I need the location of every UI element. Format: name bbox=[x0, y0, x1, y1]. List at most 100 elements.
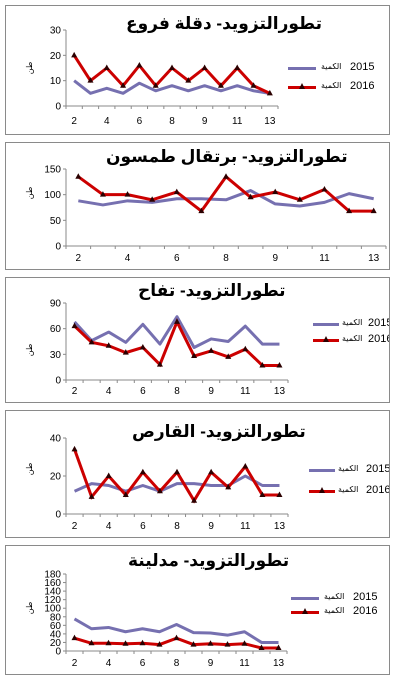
series-point-2016 bbox=[156, 641, 163, 647]
y-tick-label: 180 bbox=[44, 570, 61, 581]
x-tick-label: 11 bbox=[232, 116, 243, 127]
y-axis-label: طن bbox=[25, 602, 34, 614]
y-tick-label: 100 bbox=[44, 604, 61, 615]
series-point-2016 bbox=[105, 639, 112, 646]
series-point-2016 bbox=[105, 342, 112, 348]
legend-label: الكمية bbox=[338, 485, 359, 494]
chart-title: تطورالتزويد- برتقال طمسون bbox=[104, 147, 350, 167]
chart-legend: الكمية 2015 الكمية 2016 bbox=[288, 61, 388, 102]
y-tick-label: 0 bbox=[55, 647, 61, 658]
series-point-2016 bbox=[208, 468, 215, 475]
y-tick-label: 90 bbox=[50, 299, 62, 310]
legend-year: 2016 bbox=[368, 333, 389, 345]
x-tick-label: 4 bbox=[104, 116, 110, 127]
x-tick-label: 6 bbox=[140, 386, 146, 397]
series-point-2016 bbox=[122, 349, 129, 355]
x-tick-label: 6 bbox=[137, 116, 143, 127]
y-tick-label: 10 bbox=[50, 76, 62, 87]
series-point-2016 bbox=[185, 77, 192, 83]
x-tick-label: 2 bbox=[76, 253, 82, 264]
chart-svg: 0 50 100 150 2 4 6 8 9 11 13 طن bbox=[25, 165, 387, 264]
legend-year: 2016 bbox=[366, 484, 390, 496]
series-line-2015 bbox=[73, 79, 271, 95]
y-axis-label: طن bbox=[25, 187, 34, 199]
y-tick-label: 20 bbox=[50, 472, 62, 483]
x-tick-label: 8 bbox=[174, 521, 180, 532]
series-point-2016 bbox=[191, 497, 198, 503]
chart-svg: 0 20 40 2 4 6 8 9 11 13 طن bbox=[25, 434, 289, 532]
series-point-2016 bbox=[174, 318, 180, 324]
y-tick-label: 150 bbox=[44, 165, 61, 176]
legend-year: 2015 bbox=[368, 317, 389, 329]
y-tick-label: 30 bbox=[50, 26, 62, 37]
series-point-2016 bbox=[242, 463, 249, 469]
series-point-2016 bbox=[225, 353, 232, 359]
y-tick-label: 50 bbox=[50, 216, 62, 227]
x-tick-label: 13 bbox=[368, 253, 380, 264]
series-point-2016 bbox=[139, 639, 146, 646]
x-tick-label: 11 bbox=[240, 521, 251, 532]
legend-label: الكمية bbox=[324, 592, 345, 601]
series-point-2016 bbox=[346, 207, 353, 214]
chart-legend: الكمية 2015 الكمية 2016 bbox=[313, 317, 389, 358]
series-point-2016 bbox=[122, 491, 129, 497]
series-point-2016 bbox=[370, 207, 377, 214]
chart-panel-madline: 0 20 40 60 80 100 120 140 160 180 2 4 6 8 9 11 13 طن تطور… bbox=[5, 545, 390, 675]
series-line-2015 bbox=[78, 189, 374, 208]
x-tick-label: 4 bbox=[125, 253, 131, 264]
series-point-2016 bbox=[87, 77, 94, 83]
x-tick-label: 2 bbox=[71, 116, 77, 127]
chart-panel-orange: 0 50 100 150 2 4 6 8 9 11 13 طن تطورالتزويد- برتقال… bbox=[5, 142, 390, 270]
y-tick-label: 100 bbox=[44, 190, 61, 201]
chart-panel-deglet: 0 10 20 30 2 4 6 8 9 11 13 طن تطورالتزويد- دقلة فرو… bbox=[5, 5, 390, 135]
series-point-2016 bbox=[259, 491, 266, 497]
series-point-2016 bbox=[124, 191, 131, 197]
x-tick-label: 11 bbox=[240, 386, 251, 397]
y-tick-label: 0 bbox=[55, 102, 61, 113]
series-point-2016 bbox=[217, 82, 224, 88]
x-tick-label: 8 bbox=[223, 253, 229, 264]
x-tick-label: 8 bbox=[174, 386, 180, 397]
series-point-2016 bbox=[122, 640, 129, 646]
y-tick-label: 30 bbox=[50, 350, 62, 361]
x-tick-label: 2 bbox=[72, 521, 78, 532]
legend-marker-icon bbox=[302, 608, 308, 614]
x-tick-label: 9 bbox=[208, 658, 214, 669]
x-tick-label: 11 bbox=[239, 658, 250, 669]
series-point-2016 bbox=[275, 644, 282, 651]
series-point-2016 bbox=[71, 322, 78, 329]
series-point-2016 bbox=[149, 196, 156, 202]
x-tick-label: 4 bbox=[106, 521, 112, 532]
y-tick-label: 0 bbox=[55, 376, 61, 387]
legend-year: 2016 bbox=[350, 80, 375, 92]
series-point-2016 bbox=[234, 64, 241, 70]
y-axis-label: طن bbox=[25, 463, 34, 475]
series-point-2016 bbox=[75, 173, 82, 179]
legend-year: 2015 bbox=[350, 61, 375, 73]
series-point-2016 bbox=[152, 82, 159, 88]
series-point-2016 bbox=[105, 472, 112, 478]
y-tick-label: 120 bbox=[44, 595, 61, 606]
series-point-2016 bbox=[139, 343, 146, 350]
x-tick-label: 13 bbox=[264, 116, 276, 127]
series-point-2016 bbox=[88, 639, 95, 646]
x-tick-label: 9 bbox=[202, 116, 208, 127]
series-point-2016 bbox=[241, 640, 248, 646]
legend-label: الكمية bbox=[342, 334, 363, 343]
y-tick-label: 0 bbox=[55, 242, 61, 253]
legend-label: الكمية bbox=[321, 81, 342, 90]
series-point-2016 bbox=[88, 493, 95, 499]
x-tick-label: 2 bbox=[72, 386, 78, 397]
series-point-2016 bbox=[276, 361, 283, 368]
chart-panel-apple: 0 30 60 90 2 4 6 8 9 11 13 طن تطورالتزويد- تفاح الك… bbox=[5, 277, 390, 403]
x-tick-label: 6 bbox=[174, 253, 180, 264]
x-tick-label: 13 bbox=[273, 658, 285, 669]
y-axis-label: طن bbox=[25, 344, 34, 356]
series-point-2016 bbox=[266, 89, 273, 96]
y-tick-label: 80 bbox=[50, 612, 62, 623]
legend-year: 2015 bbox=[353, 591, 378, 603]
chart-title: تطورالتزويد- تفاح bbox=[136, 281, 288, 301]
x-tick-label: 2 bbox=[72, 658, 78, 669]
series-point-2016 bbox=[321, 186, 328, 192]
series-point-2016 bbox=[173, 188, 180, 195]
